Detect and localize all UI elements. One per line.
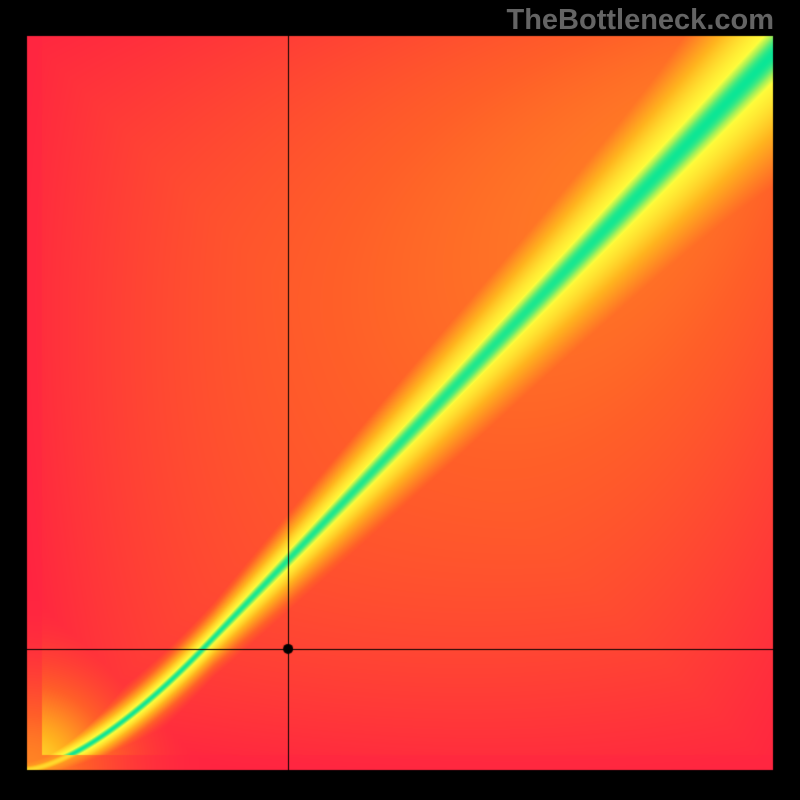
watermark-text: TheBottleneck.com [507,4,775,37]
heatmap-canvas [0,0,800,800]
chart-container: { "watermark": { "text": "TheBottleneck.… [0,0,800,800]
